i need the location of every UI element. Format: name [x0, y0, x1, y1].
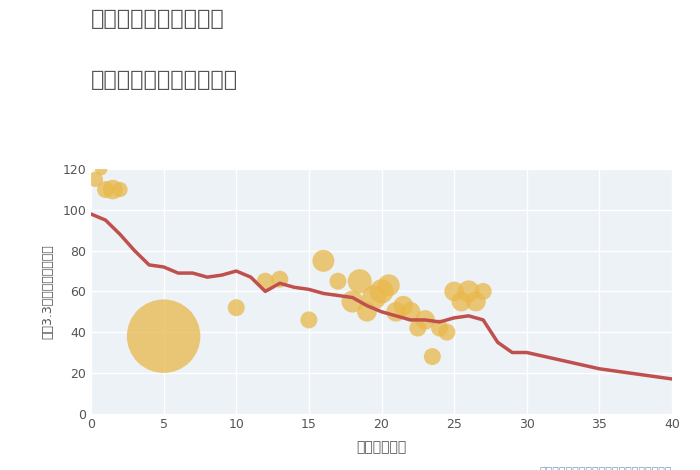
Point — [260, 277, 271, 285]
Point — [114, 186, 126, 193]
Point — [376, 288, 387, 295]
Point — [477, 288, 489, 295]
Point — [412, 324, 423, 332]
X-axis label: 築年数（年）: 築年数（年） — [356, 440, 407, 454]
Point — [449, 288, 460, 295]
Point — [231, 304, 242, 312]
Point — [427, 353, 438, 360]
Point — [361, 308, 372, 315]
Point — [90, 176, 101, 183]
Point — [332, 277, 344, 285]
Point — [318, 257, 329, 265]
Point — [398, 302, 409, 309]
Text: 円の大きさは、取引のあった物件面積を示す: 円の大きさは、取引のあった物件面積を示す — [540, 467, 672, 470]
Point — [369, 294, 380, 301]
Point — [346, 298, 358, 306]
Point — [354, 277, 365, 285]
Point — [96, 165, 107, 173]
Point — [383, 282, 394, 289]
Point — [158, 332, 169, 340]
Point — [456, 298, 467, 306]
Point — [441, 329, 452, 336]
Point — [107, 186, 118, 193]
Point — [405, 308, 416, 315]
Y-axis label: 坪（3.3㎡）単価（万円）: 坪（3.3㎡）単価（万円） — [41, 244, 54, 339]
Point — [274, 275, 286, 283]
Point — [303, 316, 314, 324]
Text: 築年数別中古戸建て価格: 築年数別中古戸建て価格 — [91, 70, 238, 91]
Point — [419, 316, 430, 324]
Point — [391, 308, 402, 315]
Point — [470, 298, 482, 306]
Text: 三重県桑名市藤が丘の: 三重県桑名市藤が丘の — [91, 9, 225, 30]
Point — [100, 186, 111, 193]
Point — [434, 324, 445, 332]
Point — [463, 288, 475, 295]
